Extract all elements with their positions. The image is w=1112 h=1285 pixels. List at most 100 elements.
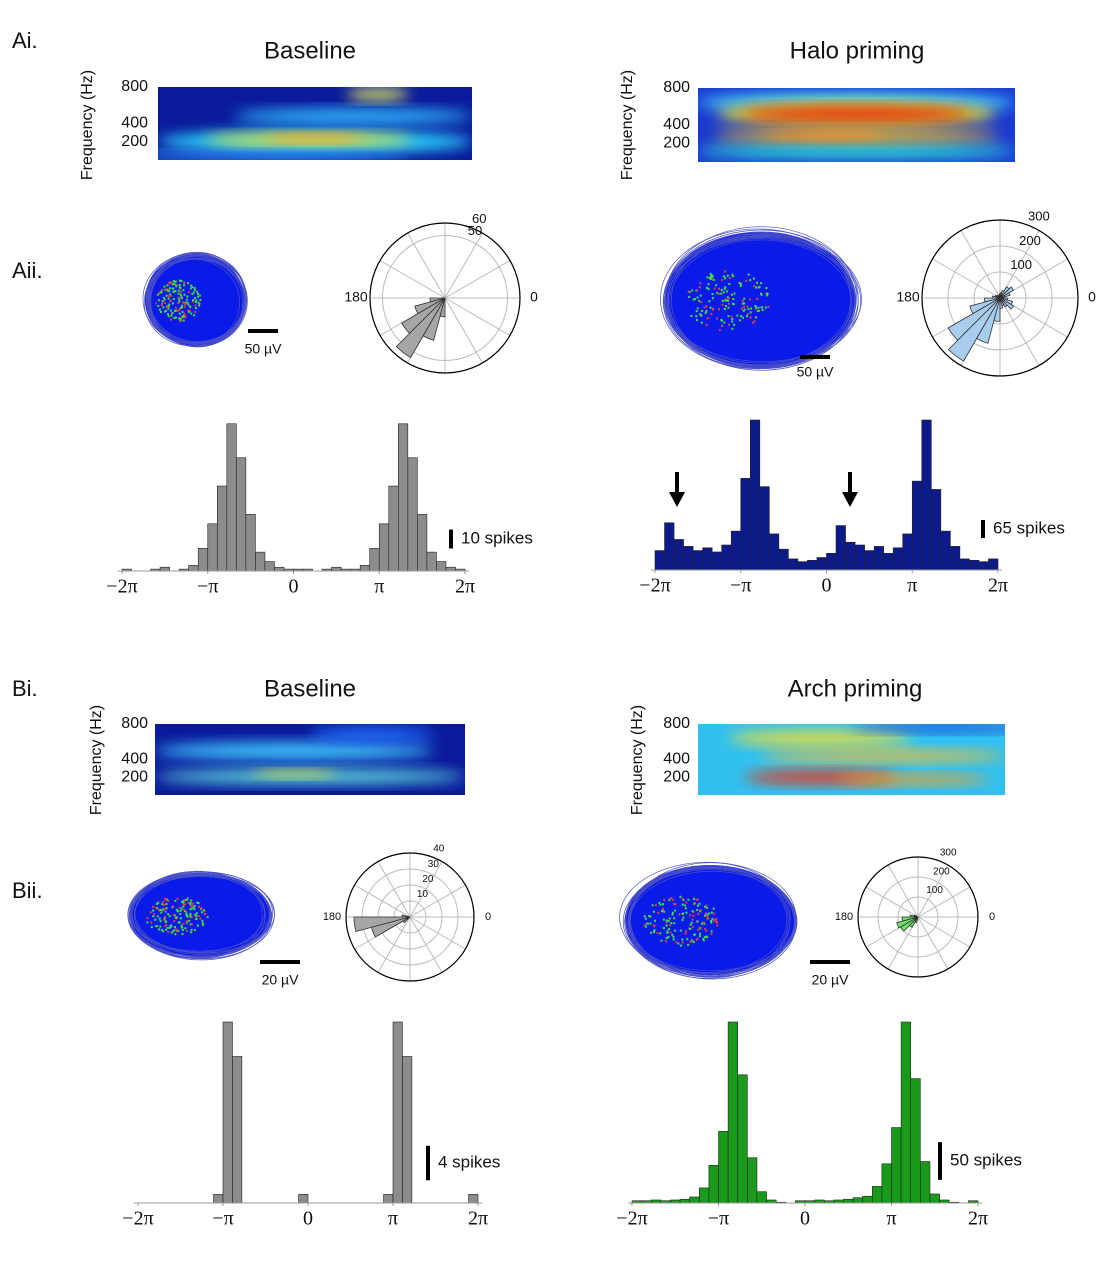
histogram-bar (679, 1198, 690, 1204)
polar-bar (402, 916, 411, 924)
polar-spoke (865, 886, 919, 918)
cluster-dot (682, 899, 685, 902)
histogram-bar (730, 530, 742, 571)
cluster-dot (754, 304, 757, 307)
histogram-bar (378, 523, 390, 572)
polar-spoke (377, 861, 411, 918)
cluster-dot (727, 323, 730, 326)
cluster-dot (740, 307, 743, 310)
cluster-dot (689, 923, 692, 926)
cluster-dot (165, 907, 168, 910)
cluster-dot (154, 906, 157, 909)
cluster-dot (174, 917, 177, 920)
cluster-dot (199, 917, 202, 920)
cluster-dot (204, 912, 207, 915)
cluster-dot (174, 280, 177, 283)
cluster-dot (686, 938, 689, 941)
cluster-dot (182, 922, 185, 925)
cluster-dot (185, 911, 188, 914)
cluster-dot (689, 914, 692, 917)
scale-bar-label: 4 spikes (438, 1152, 500, 1171)
cluster-dot (183, 284, 186, 287)
cluster-dot (661, 910, 664, 913)
cluster-dot (755, 316, 758, 319)
cluster-dot (705, 323, 708, 326)
cluster-dot (661, 908, 664, 911)
cluster-outline (132, 870, 263, 958)
cluster-dot (158, 308, 161, 311)
cluster-outline (146, 258, 246, 347)
y-tick-label: 200 (121, 768, 148, 785)
histogram-bar (969, 559, 980, 571)
cluster-dot (167, 913, 170, 916)
cluster-dot (166, 288, 169, 291)
cluster-dot (190, 312, 193, 315)
histogram-bar (721, 544, 732, 571)
cluster-dot (725, 305, 728, 308)
cluster-dot (165, 923, 168, 926)
cluster-dot (748, 298, 751, 301)
cluster-dot (176, 930, 179, 933)
cluster-dot (187, 282, 190, 285)
polar-spoke (407, 232, 446, 299)
cluster-dot (664, 940, 667, 943)
cluster-dot (649, 915, 652, 918)
cluster-dot (191, 292, 194, 295)
cluster-dot (150, 921, 153, 924)
cluster-dot (742, 309, 745, 312)
histogram-bar (445, 566, 456, 572)
cluster-dot (743, 305, 746, 308)
cluster-dot (166, 284, 169, 287)
polar-spoke (377, 916, 411, 973)
scale-bar-label: 10 spikes (461, 528, 533, 547)
cluster-dot (169, 924, 172, 927)
cluster-dot (179, 293, 182, 296)
panel-label: Aii. (12, 258, 43, 283)
cluster-dot (158, 928, 161, 931)
cluster-outline (665, 232, 852, 365)
x-tick-label: 2π (968, 1208, 988, 1230)
cluster-dot (709, 306, 712, 309)
cluster-dot (181, 901, 184, 904)
cluster-dot (701, 309, 704, 312)
cluster-dot (731, 318, 734, 321)
cluster-dot (181, 932, 184, 935)
cluster-dot (691, 918, 694, 921)
cluster-dot (164, 924, 167, 927)
cluster-dot (760, 306, 763, 309)
cluster-dot (182, 903, 185, 906)
cluster-dot (710, 276, 713, 279)
cluster-dot (675, 941, 678, 944)
cluster-dot (195, 307, 198, 310)
cluster-dot (684, 930, 687, 933)
y-tick-label: 800 (121, 78, 148, 95)
cluster-dot (667, 936, 670, 939)
cluster-dot (704, 927, 707, 930)
cluster-dot (743, 302, 746, 305)
histogram-bar (864, 550, 875, 571)
cluster-dot (187, 303, 190, 306)
cluster-fill (145, 254, 245, 346)
cluster-dot (163, 908, 166, 911)
cluster-dot (178, 283, 181, 286)
cluster-dot (695, 319, 698, 322)
histogram-bar (940, 530, 951, 571)
cluster-dot (724, 286, 727, 289)
cluster-dot (725, 290, 728, 293)
cluster-dot (196, 901, 199, 904)
histogram-bar (407, 457, 418, 572)
cluster-dot (705, 904, 708, 907)
cluster-dot (698, 909, 701, 912)
cluster-dot (685, 911, 688, 914)
cluster-dot (711, 293, 714, 296)
x-tick-label: −π (212, 1208, 233, 1230)
polar-bar (422, 297, 446, 341)
cluster-dot (643, 924, 646, 927)
cluster-dot (733, 292, 736, 295)
cluster-dot (191, 286, 194, 289)
cluster-dot (669, 931, 672, 934)
cluster-dot (704, 905, 707, 908)
cluster-dot (689, 927, 692, 930)
x-tick-label: 2π (455, 576, 475, 598)
